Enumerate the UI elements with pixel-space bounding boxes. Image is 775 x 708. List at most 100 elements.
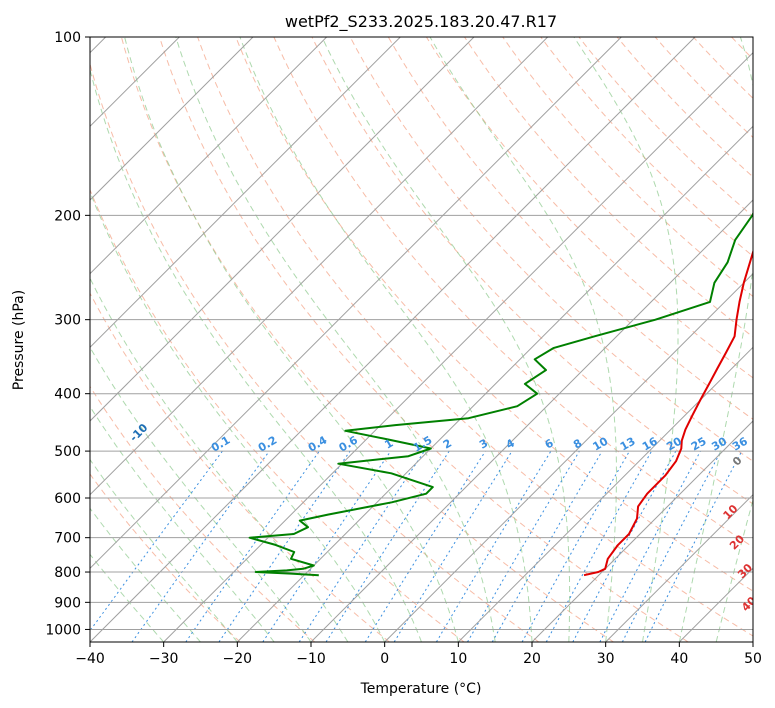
y-tick-label: 900 [54, 595, 81, 611]
x-tick-label: 50 [744, 651, 762, 667]
mixing-ratio-label: 1 [382, 437, 395, 452]
x-tick-label: 20 [523, 651, 541, 667]
mixing-ratio-line [435, 450, 552, 642]
isotherm-line [90, 37, 622, 570]
moist-adiabat-line [573, 37, 679, 642]
isotherm-line [531, 420, 753, 642]
mixing-ratio-line [218, 450, 351, 642]
mixing-ratio-line [545, 450, 653, 642]
mixing-ratio-line [599, 450, 701, 642]
isotherm-line [236, 125, 753, 642]
x-tick-label: 0 [380, 651, 389, 667]
dry-adiabat-line [235, 37, 753, 592]
isotherm-line [90, 37, 696, 642]
y-tick-label: 100 [54, 30, 81, 46]
moist-adiabat-line [175, 37, 496, 642]
y-tick-label: 500 [54, 444, 81, 460]
mixing-ratio-line [467, 450, 580, 642]
isotherm-line [90, 37, 254, 201]
y-axis-ticks: 100 200 300 400 500 600 700 800 900 1000 [45, 30, 90, 638]
moist-adiabat-label: 30 [735, 561, 755, 581]
x-tick-label: −30 [149, 651, 179, 667]
dry-adiabat-line [90, 292, 390, 642]
grid [90, 37, 753, 642]
dry-adiabat-line [654, 37, 753, 139]
isotherm-line [90, 37, 401, 349]
mixing-ratio-line [90, 450, 223, 632]
moist-adiabat-label: 40 [739, 594, 759, 614]
moist-adiabat-label: 20 [727, 532, 747, 552]
y-tick-label: 400 [54, 387, 81, 403]
dry-adiabat-line [120, 37, 614, 642]
moist-adiabat-line [678, 37, 753, 642]
moist-adiabat-line [90, 405, 275, 642]
dry-adiabat-line [159, 37, 689, 642]
isotherm-line [90, 37, 549, 496]
dry-adiabat-line [90, 473, 241, 642]
mixing-ratio-line [521, 450, 630, 642]
dry-adiabat-line [770, 37, 775, 642]
mixing-ratio-line [491, 450, 603, 642]
mixing-ratio-line [325, 450, 450, 642]
moist-adiabat-line [715, 498, 753, 642]
dry-adiabat-line [90, 188, 465, 642]
background-lines [90, 37, 775, 642]
moist-adiabat-line [752, 640, 753, 642]
dry-adiabat-line [387, 37, 753, 420]
dry-adiabat-line [502, 37, 753, 298]
dry-adiabat-label: -10 [127, 421, 150, 444]
dry-adiabat-line [578, 37, 753, 218]
moist-adiabat-label: 0 [730, 454, 745, 469]
mixing-ratio-label: 6 [543, 436, 556, 451]
y-tick-label: 800 [54, 565, 81, 581]
profile-curves [248, 211, 753, 577]
moist-adiabat-label: 10 [721, 502, 741, 522]
x-tick-label: 30 [597, 651, 615, 667]
x-tick-label: 40 [670, 651, 688, 667]
chart-title: wetPf2_S233.2025.183.20.47.R17 [285, 12, 557, 32]
moist-adiabat-line [90, 190, 386, 642]
dry-adiabat-line [311, 37, 753, 505]
moist-adiabat-line [90, 346, 312, 642]
moist-adiabat-line [429, 37, 617, 642]
mixing-ratio-line [644, 450, 743, 642]
mixing-ratio-line [393, 450, 513, 642]
x-tick-label: −10 [296, 651, 326, 667]
moist-adiabat-line [90, 553, 165, 642]
dry-adiabat-line [464, 37, 753, 338]
mixing-ratio-line [364, 450, 486, 642]
moist-adiabat-line [90, 507, 201, 642]
x-tick-label: −40 [75, 651, 105, 667]
moist-adiabat-line [124, 37, 459, 642]
dry-adiabat-line [349, 37, 753, 462]
y-axis-label: Pressure (hPa) [11, 290, 27, 390]
dry-adiabat-line [90, 385, 316, 642]
dewpoint-profile-line [248, 211, 753, 577]
isotherm-line [752, 641, 753, 642]
x-axis-ticks: −40 −30 −20 −10 0 10 20 30 40 50 [75, 642, 762, 667]
moist-adiabat-line [239, 37, 533, 642]
isotherm-line [90, 37, 328, 275]
isotherm-line [384, 272, 753, 642]
y-tick-label: 600 [54, 491, 81, 507]
isotherm-line [605, 493, 753, 642]
mixing-ratio-label: 4 [504, 436, 517, 451]
mixing-ratio-line [621, 450, 722, 642]
line-labels: 0.10.20.40.611.52346810131620253036-100-… [127, 421, 759, 614]
y-tick-label: 300 [54, 313, 81, 329]
mixing-ratio-label: 2 [441, 437, 454, 452]
mixing-ratio-line [572, 450, 677, 642]
moist-adiabat-line [321, 37, 571, 642]
mixing-ratio-line [185, 450, 320, 642]
moist-adiabat-line [90, 67, 422, 642]
dry-adiabat-line [90, 62, 540, 642]
temperature-profile-line [583, 249, 753, 577]
y-tick-label: 1000 [45, 622, 81, 638]
x-axis-label: Temperature (°C) [360, 681, 482, 697]
x-tick-label: −20 [223, 651, 253, 667]
plot-frame [89, 36, 754, 643]
y-tick-label: 200 [54, 208, 81, 224]
y-tick-label: 700 [54, 531, 81, 547]
isotherm-line [457, 346, 753, 642]
